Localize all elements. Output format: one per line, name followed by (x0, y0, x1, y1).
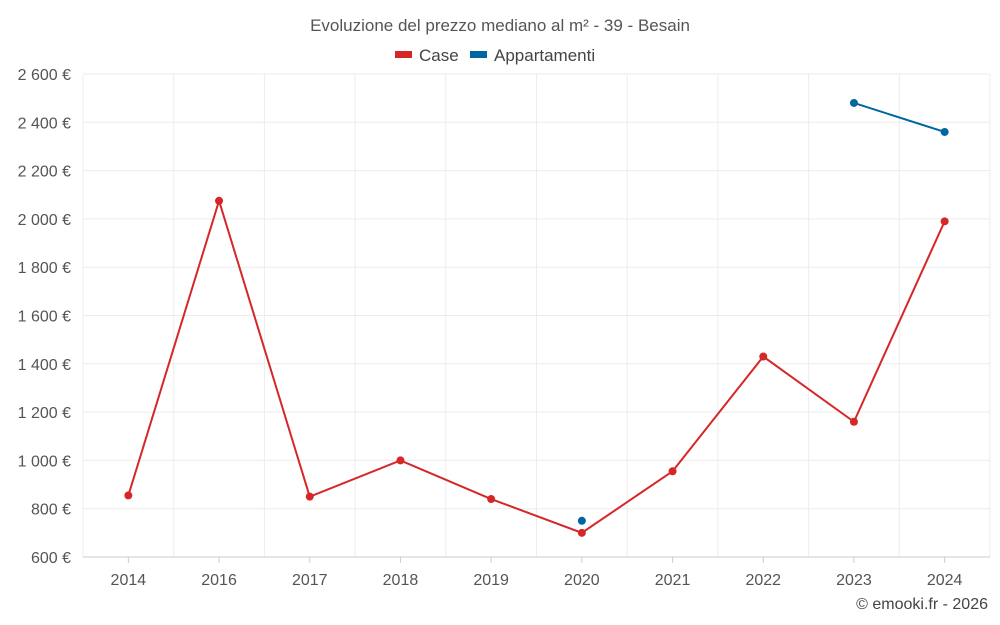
data-point-case[interactable] (668, 467, 677, 476)
series-line-appartamenti (853, 102, 945, 133)
x-tick-label: 2024 (927, 572, 963, 589)
x-tick-label: 2022 (745, 572, 781, 589)
series-line-case (127, 197, 946, 534)
y-axis: 600 € 800 € 1 000 € 1 200 € 1 400 € 1 600 € 1 … (18, 67, 71, 567)
x-tick-label: 2023 (836, 572, 872, 589)
series-case (124, 196, 949, 537)
x-tick-label: 2016 (201, 572, 237, 589)
chart-title: Evoluzione del prezzo mediano al m² - 39… (310, 16, 690, 35)
x-tick-label: 2019 (473, 572, 509, 589)
y-tick-label: 1 600 € (18, 309, 71, 326)
data-point-appartamenti[interactable] (849, 98, 858, 107)
data-point-case[interactable] (940, 217, 949, 226)
data-point-case[interactable] (305, 492, 314, 501)
series-layer (124, 98, 949, 537)
y-tick-label: 800 € (31, 502, 71, 519)
data-point-case[interactable] (487, 495, 496, 504)
data-point-case[interactable] (215, 196, 224, 205)
legend-label-case[interactable]: Case (419, 46, 459, 65)
series-appartamenti (577, 98, 949, 525)
legend-swatch-appartamenti[interactable] (470, 51, 487, 58)
y-tick-label: 1 000 € (18, 453, 71, 470)
grid (82, 73, 991, 558)
y-tick-label: 1 800 € (18, 260, 71, 277)
x-tick-label: 2018 (383, 572, 419, 589)
y-tick-label: 1 200 € (18, 405, 71, 422)
data-point-case[interactable] (577, 528, 586, 537)
y-tick-label: 600 € (31, 550, 71, 567)
x-tick-label: 2021 (655, 572, 691, 589)
data-point-case[interactable] (759, 352, 768, 361)
credit-text: © emooki.fr - 2026 (856, 596, 988, 613)
x-tick-label: 2020 (564, 572, 600, 589)
x-tick-label: 2014 (111, 572, 147, 589)
legend: Case Appartamenti (395, 46, 595, 65)
legend-swatch-case[interactable] (395, 51, 412, 58)
data-point-appartamenti[interactable] (577, 516, 586, 525)
y-tick-label: 2 400 € (18, 115, 71, 132)
data-point-appartamenti[interactable] (940, 127, 949, 136)
y-tick-label: 2 000 € (18, 212, 71, 229)
data-point-case[interactable] (849, 417, 858, 426)
x-tick-label: 2017 (292, 572, 328, 589)
y-tick-label: 1 400 € (18, 357, 71, 374)
legend-label-appartamenti[interactable]: Appartamenti (494, 46, 595, 65)
data-point-case[interactable] (396, 456, 405, 465)
y-tick-label: 2 200 € (18, 164, 71, 181)
data-point-case[interactable] (124, 491, 133, 500)
y-tick-label: 2 600 € (18, 67, 71, 84)
x-axis: 2014 2016 2017 2018 2019 2020 2021 2022 2023 2024 (83, 556, 990, 589)
